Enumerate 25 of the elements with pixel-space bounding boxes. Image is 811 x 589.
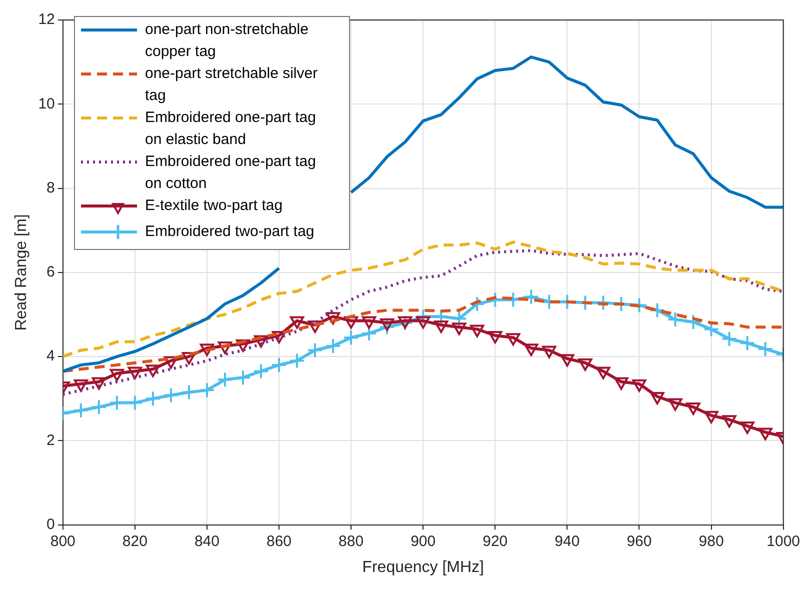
y-tick-label: 0 (46, 516, 55, 533)
legend-label: E-textile two-part tag (145, 196, 284, 216)
y-tick-label: 2 (46, 432, 55, 449)
x-tick-label: 980 (698, 532, 724, 550)
legend-label: Embroidered one-part tag on elastic band (145, 108, 317, 150)
x-tick-label: 900 (410, 532, 436, 550)
x-axis-title: Frequency [MHz] (362, 558, 484, 576)
y-tick-label: 4 (46, 348, 55, 365)
x-tick-label: 920 (482, 532, 508, 550)
x-tick-label: 840 (194, 532, 220, 550)
x-tick-label: 820 (122, 532, 148, 550)
x-tick-label: 800 (50, 532, 76, 550)
x-tick-label: 860 (266, 532, 292, 550)
x-tick-label: 960 (626, 532, 652, 550)
y-tick-label: 6 (46, 264, 55, 281)
x-tick-label: 940 (554, 532, 580, 550)
legend-label: Embroidered two-part tag (145, 222, 316, 242)
y-tick-label: 10 (38, 95, 55, 112)
y-tick-label: 12 (38, 11, 55, 28)
legend-label: one-part stretchable silver tag (145, 64, 319, 106)
y-axis-title: Read Range [m] (13, 214, 30, 331)
y-tick-label: 8 (46, 179, 55, 196)
x-tick-label: 880 (338, 532, 364, 550)
legend-label: Embroidered one-part tag on cotton (145, 152, 317, 194)
x-tick-label: 1000 (766, 532, 800, 550)
